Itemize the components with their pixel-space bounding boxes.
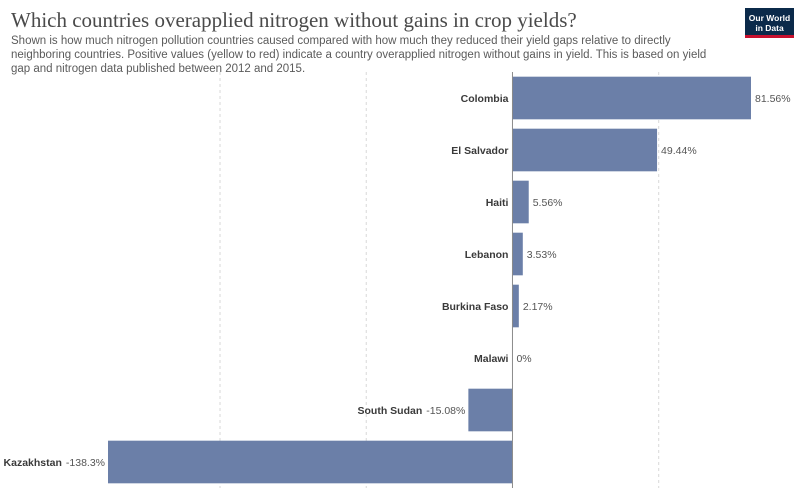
bar[interactable] <box>512 180 529 224</box>
value-label: -138.3% <box>66 457 105 469</box>
chart-subtitle: Shown is how much nitrogen pollution cou… <box>11 35 707 75</box>
category-label: South Sudan <box>358 405 423 417</box>
category-label: El Salvador <box>451 145 508 157</box>
category-label: Colombia <box>461 93 509 105</box>
category-label: Burkina Faso <box>442 301 509 313</box>
chart-title: Which countries overapplied nitrogen wit… <box>11 8 577 32</box>
category-label: Lebanon <box>465 249 509 261</box>
value-label: 49.44% <box>661 145 697 157</box>
logo-line-2: in Data <box>755 23 784 33</box>
bar[interactable] <box>512 76 751 120</box>
value-label: 81.56% <box>755 93 791 105</box>
logo-line-1: Our World <box>748 13 791 23</box>
owid-logo[interactable]: Our World in Data <box>745 8 794 38</box>
category-label: Haiti <box>486 197 509 209</box>
value-label: -15.08% <box>426 405 465 417</box>
bar[interactable] <box>512 128 658 172</box>
value-label: 5.56% <box>533 197 563 209</box>
value-label: 3.53% <box>527 249 557 261</box>
category-label: Kazakhstan <box>4 457 62 469</box>
bar[interactable] <box>108 440 513 484</box>
bar[interactable] <box>512 284 519 328</box>
bars-group: Colombia 81.56% El Salvador 49.44% Haiti 5.56… <box>4 76 791 484</box>
bar[interactable] <box>468 388 513 432</box>
bar[interactable] <box>512 232 523 276</box>
value-label: 2.17% <box>523 301 553 313</box>
value-label: 0% <box>516 353 531 365</box>
category-label: Malawi <box>474 353 509 365</box>
